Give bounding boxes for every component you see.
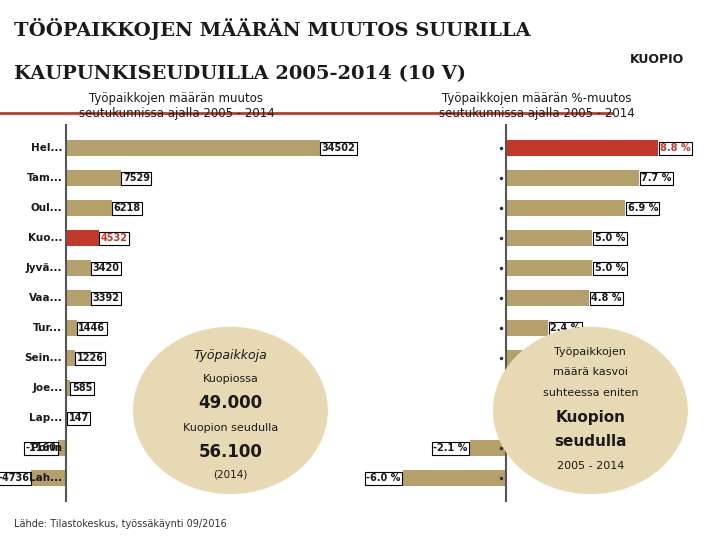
Bar bbox=[506, 290, 589, 306]
Bar bbox=[470, 440, 506, 456]
Text: KUOPIO: KUOPIO bbox=[630, 53, 684, 66]
Text: 2005 - 2014: 2005 - 2014 bbox=[557, 461, 624, 471]
Bar bbox=[66, 230, 99, 246]
Text: 4532: 4532 bbox=[101, 233, 128, 243]
Text: 1.1 %: 1.1 % bbox=[528, 383, 558, 393]
Text: 8.8 %: 8.8 % bbox=[660, 143, 691, 153]
Bar bbox=[66, 140, 320, 157]
Text: Oul...: Oul... bbox=[31, 203, 63, 213]
Text: 1.2 %: 1.2 % bbox=[529, 353, 560, 363]
Text: Työpaikkoja: Työpaikkoja bbox=[194, 349, 267, 362]
Text: Kuopion seudulla: Kuopion seudulla bbox=[183, 423, 278, 433]
Text: Vaa...: Vaa... bbox=[29, 293, 63, 303]
Text: Työpaikkojen määrän %-muutos
seutukunnissa ajalla 2005 - 2014: Työpaikkojen määrän %-muutos seutukunnis… bbox=[438, 92, 634, 120]
Bar bbox=[506, 410, 513, 427]
Text: -6.0 %: -6.0 % bbox=[366, 473, 400, 483]
Text: Lap...: Lap... bbox=[29, 413, 63, 423]
Bar bbox=[506, 230, 593, 246]
Text: 7.7 %: 7.7 % bbox=[642, 173, 672, 183]
Bar bbox=[506, 380, 525, 396]
Text: Porin: Porin bbox=[32, 443, 63, 453]
Bar bbox=[66, 410, 67, 427]
Bar bbox=[58, 440, 66, 456]
Text: seudulla: seudulla bbox=[554, 434, 626, 449]
Circle shape bbox=[494, 327, 687, 494]
Text: Työpaikkojen määrän muutos
seutukunnissa ajalla 2005 - 2014: Työpaikkojen määrän muutos seutukunnissa… bbox=[78, 92, 274, 120]
Text: suhteessa eniten: suhteessa eniten bbox=[543, 388, 638, 398]
Text: 147: 147 bbox=[68, 413, 89, 423]
Text: 49.000: 49.000 bbox=[198, 395, 263, 413]
Bar bbox=[506, 260, 593, 276]
Bar bbox=[66, 320, 77, 336]
Text: Työpaikkojen: Työpaikkojen bbox=[554, 347, 626, 356]
Text: Sein...: Sein... bbox=[24, 353, 63, 363]
Text: 4.8 %: 4.8 % bbox=[591, 293, 622, 303]
Text: -4736: -4736 bbox=[0, 473, 30, 483]
Bar bbox=[66, 350, 75, 367]
Bar bbox=[506, 350, 527, 367]
Text: Tam...: Tam... bbox=[27, 173, 63, 183]
Text: 585: 585 bbox=[72, 383, 92, 393]
Bar bbox=[66, 260, 91, 276]
Text: TÖÖPAIKKOJEN MÄÄRÄN MUUTOS SUURILLA: TÖÖPAIKKOJEN MÄÄRÄN MUUTOS SUURILLA bbox=[14, 18, 531, 40]
Text: KAUPUNKISEUDUILLA 2005-2014 (10 V): KAUPUNKISEUDUILLA 2005-2014 (10 V) bbox=[14, 65, 467, 83]
Text: Lähde: Tilastokeskus, työssäkäynti 09/2016: Lähde: Tilastokeskus, työssäkäynti 09/20… bbox=[14, 519, 227, 529]
Circle shape bbox=[134, 327, 327, 494]
Text: 56.100: 56.100 bbox=[199, 443, 262, 461]
Bar bbox=[31, 470, 66, 487]
Bar bbox=[66, 290, 91, 306]
Text: 5.0 %: 5.0 % bbox=[595, 263, 625, 273]
Text: 0.4 %: 0.4 % bbox=[516, 413, 546, 423]
Text: Joe...: Joe... bbox=[32, 383, 63, 393]
Text: määrä kasvoi: määrä kasvoi bbox=[553, 367, 628, 377]
Text: 1446: 1446 bbox=[78, 323, 105, 333]
Text: 2.4 %: 2.4 % bbox=[550, 323, 580, 333]
Text: Kuopiossa: Kuopiossa bbox=[202, 374, 258, 384]
Text: 5.0 %: 5.0 % bbox=[595, 233, 625, 243]
Text: 6.9 %: 6.9 % bbox=[628, 203, 658, 213]
Text: -1160: -1160 bbox=[25, 443, 56, 453]
Text: Jyvä...: Jyvä... bbox=[26, 263, 63, 273]
Text: Hel...: Hel... bbox=[31, 143, 63, 153]
Bar bbox=[403, 470, 506, 487]
Text: Kuo...: Kuo... bbox=[28, 233, 63, 243]
Text: 1226: 1226 bbox=[76, 353, 104, 363]
Text: 34502: 34502 bbox=[321, 143, 355, 153]
Text: 7529: 7529 bbox=[123, 173, 150, 183]
Bar bbox=[66, 170, 122, 186]
Text: (2014): (2014) bbox=[213, 469, 248, 480]
Bar bbox=[66, 200, 112, 217]
Text: Tur...: Tur... bbox=[33, 323, 63, 333]
Text: Lah...: Lah... bbox=[30, 473, 63, 483]
Text: 6218: 6218 bbox=[113, 203, 140, 213]
Bar bbox=[506, 140, 658, 157]
Bar bbox=[506, 170, 639, 186]
Text: Kuopion: Kuopion bbox=[555, 410, 626, 425]
Bar bbox=[506, 320, 548, 336]
Text: -2.1 %: -2.1 % bbox=[433, 443, 467, 453]
Text: 3420: 3420 bbox=[93, 263, 120, 273]
Bar bbox=[66, 380, 71, 396]
Text: 3392: 3392 bbox=[92, 293, 120, 303]
Bar bbox=[506, 200, 625, 217]
